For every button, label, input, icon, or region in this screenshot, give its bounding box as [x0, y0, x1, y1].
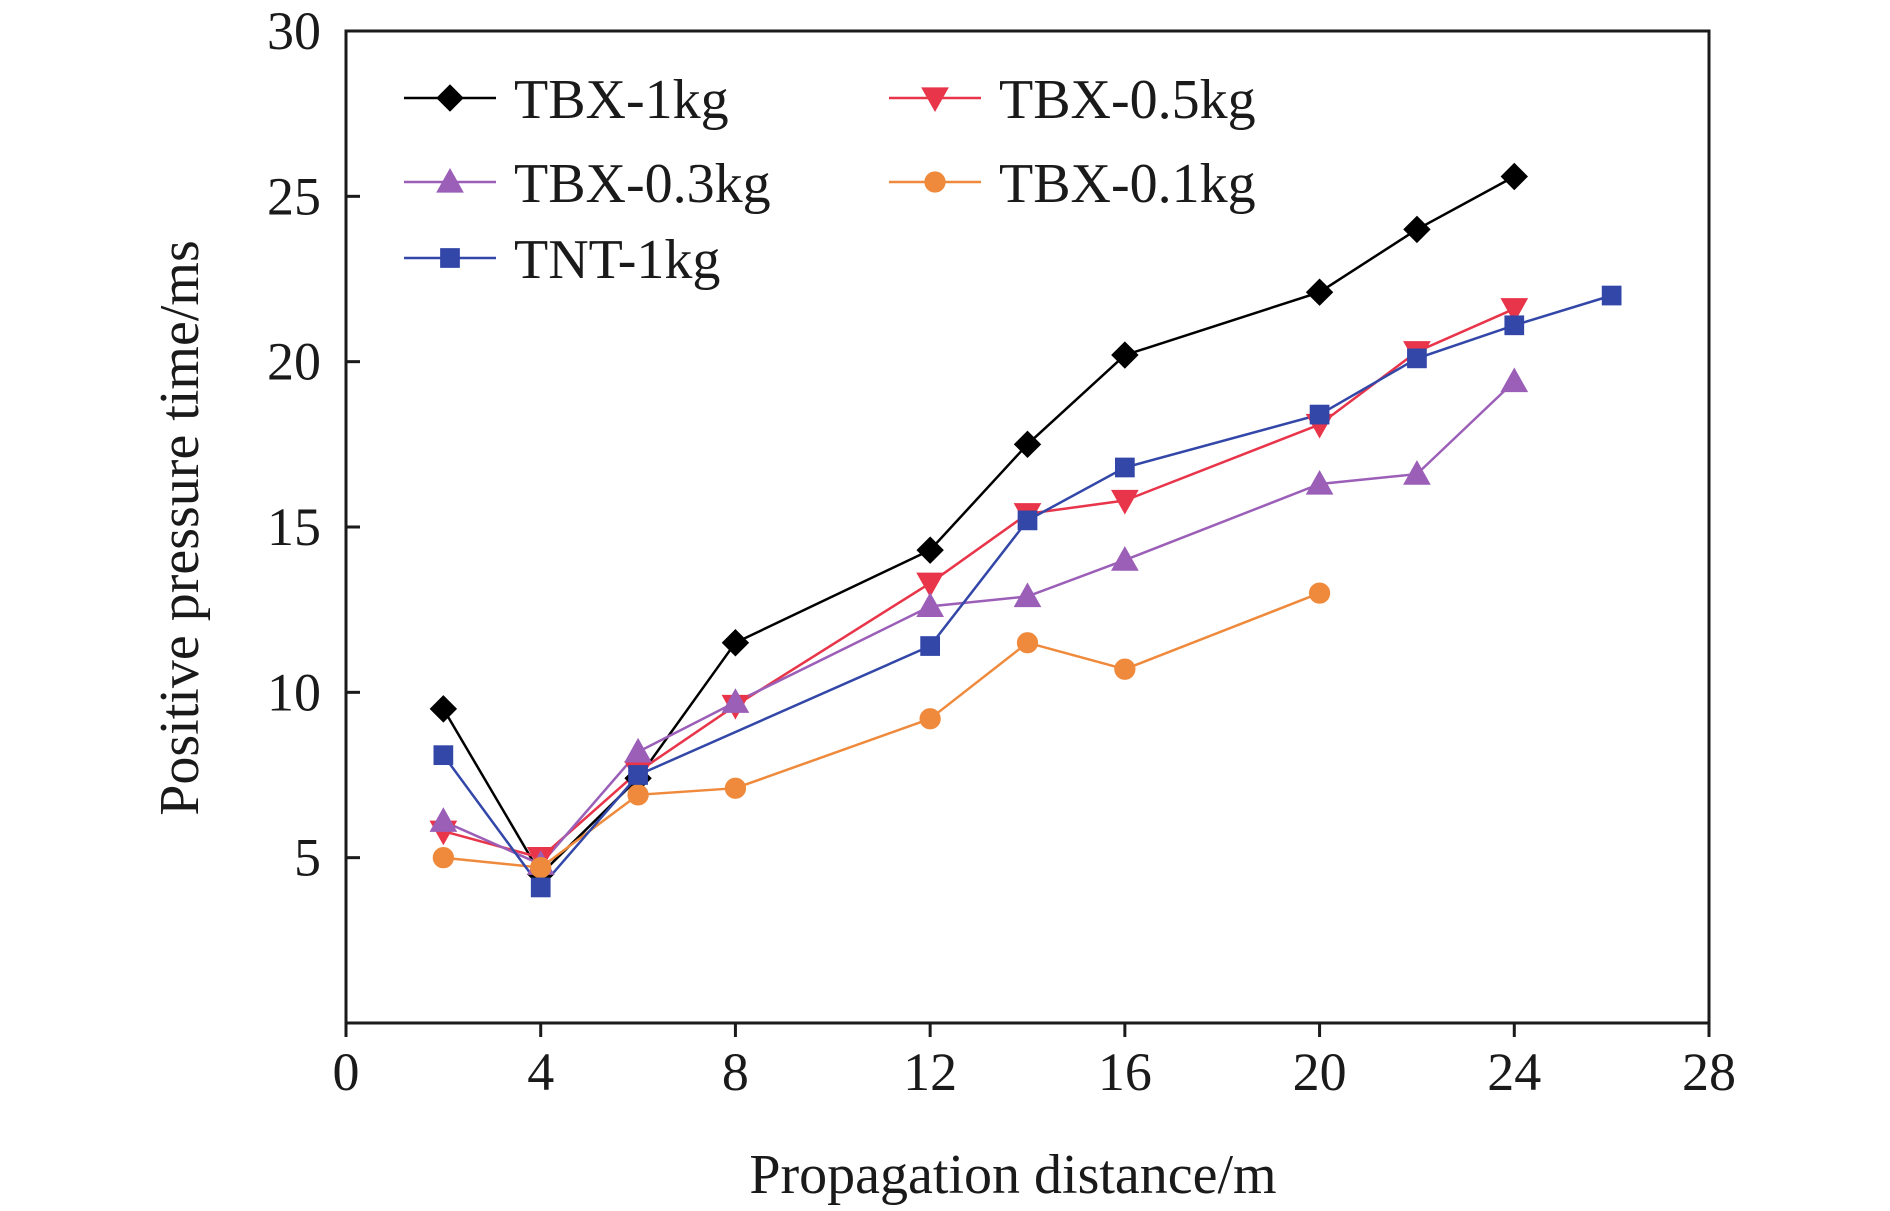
x-tick-label: 28 [1682, 1042, 1736, 1102]
data-point-tbx-1kg [1013, 430, 1042, 459]
data-point-tbx-0-1kg [724, 777, 747, 799]
legend-label-tnt-1kg: TNT-1kg [514, 229, 720, 291]
data-point-tbx-0-1kg [627, 784, 649, 806]
x-tick-label: 20 [1293, 1042, 1347, 1102]
y-tick-label: 25 [267, 166, 321, 226]
data-point-tnt-1kg [1114, 457, 1135, 478]
legend: TBX-1kg TBX-0.5kg TBX-0.3kg TBX-0.1kg TNT-1k… [404, 69, 1256, 291]
data-point-tnt-1kg [433, 745, 454, 766]
y-tick-label: 10 [267, 662, 321, 722]
data-point-tbx-0-3kg [1111, 546, 1139, 571]
data-point-tbx-0-1kg [1016, 632, 1039, 654]
data-point-tbx-0-5kg [1500, 298, 1529, 323]
data-point-tbx-0-3kg [1403, 460, 1431, 485]
x-tick-label: 12 [903, 1042, 957, 1102]
legend-marker-tbx-0-5kg [921, 87, 949, 113]
data-point-tbx-0-1kg [1114, 658, 1136, 680]
y-tick-label: 5 [294, 828, 321, 888]
data-point-tbx-0-1kg [919, 708, 941, 730]
series-markers [429, 162, 1622, 898]
y-tick-label: 20 [267, 332, 321, 392]
data-point-tbx-0-3kg [1305, 469, 1334, 495]
data-point-tbx-0-1kg [432, 847, 454, 869]
x-tick-label: 24 [1487, 1042, 1541, 1102]
legend-marker-tnt-1kg [440, 248, 460, 268]
data-point-tbx-0-3kg [429, 807, 458, 832]
data-point-tnt-1kg [530, 877, 551, 898]
data-point-tnt-1kg [628, 765, 648, 785]
data-point-tbx-0-3kg [721, 688, 750, 713]
y-tick-label: 15 [267, 497, 321, 557]
series-line-tbx-1kg [442, 175, 1515, 877]
legend-marker-tbx-0-1kg [924, 171, 946, 193]
data-point-tnt-1kg [920, 636, 941, 656]
data-point-tnt-1kg [1504, 315, 1525, 336]
series-line-tbx-0-3kg [442, 380, 1516, 866]
data-point-tbx-0-3kg [916, 592, 944, 617]
data-point-tnt-1kg [1601, 285, 1622, 306]
data-point-tbx-1kg [916, 536, 944, 564]
series-line-tnt-1kg [442, 294, 1612, 890]
x-tick-label: 16 [1098, 1042, 1152, 1102]
data-point-tbx-0-1kg [530, 856, 552, 879]
x-tick-label: 4 [527, 1042, 554, 1102]
x-axis-title: Propagation distance/m [749, 1144, 1276, 1206]
y-axis-title: Positive pressure time/ms [149, 240, 211, 816]
legend-label-tbx-1kg: TBX-1kg [514, 69, 729, 131]
legend-marker-tbx-1kg [436, 84, 464, 112]
data-point-tbx-1kg [429, 695, 458, 723]
data-point-tbx-0-5kg [1111, 489, 1139, 515]
data-point-tbx-0-3kg [1013, 582, 1042, 608]
data-point-tbx-0-1kg [1308, 582, 1331, 604]
legend-label-tbx-0-1kg: TBX-0.1kg [999, 153, 1256, 215]
data-point-tbx-1kg [721, 629, 750, 657]
legend-marker-tbx-0-3kg [436, 167, 464, 193]
data-point-tnt-1kg [1017, 510, 1038, 531]
data-point-tbx-0-3kg [1500, 367, 1529, 393]
data-point-tnt-1kg [1309, 404, 1330, 425]
data-point-tbx-1kg [1500, 162, 1528, 191]
x-tick-label: 0 [333, 1042, 360, 1102]
data-point-tbx-1kg [1305, 278, 1334, 306]
series-lines [442, 175, 1612, 890]
legend-label-tbx-0-3kg: TBX-0.3kg [514, 153, 771, 215]
data-point-tnt-1kg [1407, 348, 1427, 369]
x-axis: 0 4 8 12 16 20 24 28 [333, 1023, 1736, 1102]
series-line-tbx-0-1kg [443, 591, 1321, 869]
data-point-tbx-1kg [1111, 341, 1139, 369]
data-point-tbx-0-3kg [624, 737, 652, 763]
y-axis: 5 10 15 20 25 30 [267, 1, 360, 888]
series-line-tbx-0-5kg [443, 307, 1515, 860]
data-point-tbx-1kg [1403, 215, 1431, 244]
x-tick-label: 8 [722, 1042, 749, 1102]
data-point-tbx-0-5kg [916, 572, 944, 598]
legend-label-tbx-0-5kg: TBX-0.5kg [999, 69, 1256, 131]
y-tick-label: 30 [267, 1, 321, 61]
